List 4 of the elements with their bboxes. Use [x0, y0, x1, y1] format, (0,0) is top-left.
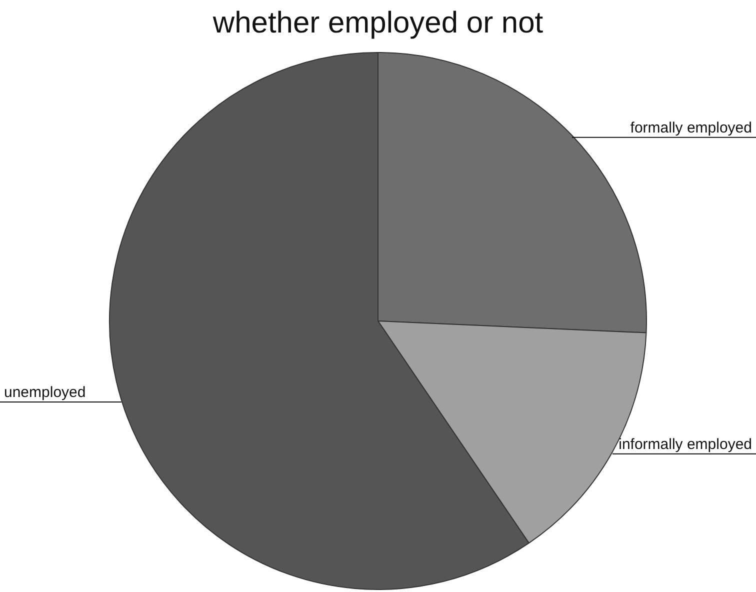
slice-label: formally employed [630, 119, 752, 136]
chart-title: whether employed or not [212, 6, 544, 40]
slice-label: informally employed [618, 436, 752, 453]
slice-label: unemployed [4, 384, 86, 401]
